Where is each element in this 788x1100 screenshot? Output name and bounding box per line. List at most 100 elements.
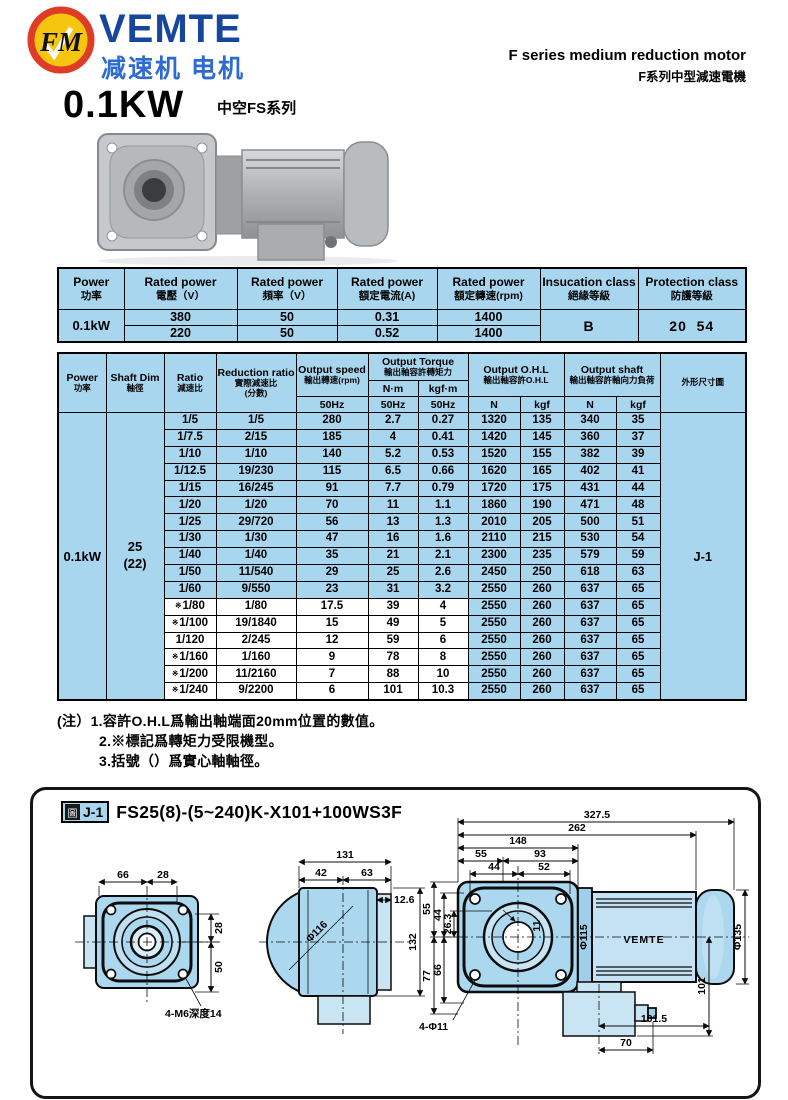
dim-side-width: 131 (336, 849, 354, 861)
table-cell: 48 (615, 496, 661, 515)
header-cn: 功率 (73, 383, 91, 394)
table-cell: 637 (563, 597, 617, 616)
table-row: ※1/160 1/160 9 78 8 2550 260 637 65 (58, 648, 746, 667)
table-cell: ※1/80 (163, 597, 217, 616)
table-cell: 49 (367, 614, 419, 633)
dim-front-h1: 28 (213, 922, 225, 934)
table-cell: ※1/160 (163, 648, 217, 667)
table-cell: 54 (615, 530, 661, 549)
table-row: 1/120 2/245 12 59 6 2550 260 637 65 (58, 631, 746, 650)
table-cell: 20 54 (637, 309, 747, 343)
dim-side-w2: 63 (361, 867, 373, 879)
table-cell: 530 (563, 530, 617, 549)
main-bottom-dims: 101.5 70 (598, 1013, 710, 1054)
ratings-header-row: Power 功率 Rated power 電壓（V） Rated power 頻率（V… (57, 267, 747, 310)
header-cn: 軸徑 (126, 383, 144, 394)
table-cell: 65 (615, 580, 661, 599)
note-line: 3.括號（）爲實心軸軸徑。 (99, 752, 384, 772)
table-cell: 65 (615, 631, 661, 650)
table-cell: 135 (519, 412, 565, 430)
table-cell: 471 (563, 496, 617, 515)
table-row: ※1/240 9/2200 6 101 10.3 2550 260 637 65 (58, 682, 746, 701)
torque-limited-marker: ※ (171, 617, 179, 627)
header-en: Rated power (350, 274, 423, 289)
note-prefix: (注） (57, 713, 91, 729)
unit-kgf: kgf (615, 396, 661, 413)
table-cell: 0.31 (336, 309, 438, 326)
front-dims: 66 28 28 50 4-M6深度14 (98, 869, 225, 1020)
table-row: 1/50 11/540 29 25 2.6 2450 250 618 63 (58, 564, 746, 582)
table-cell: 1/10 (163, 445, 217, 464)
table-cell: 10 (417, 665, 469, 684)
side-view: 131 42 63 12.6 Φ116 132 (259, 849, 425, 1034)
table-cell: 1/40 (163, 547, 217, 566)
table-cell: 5 (417, 614, 469, 633)
torque-limited-marker: ※ (171, 668, 179, 678)
dim-main-flange-dia: Φ115 (578, 924, 590, 950)
table-cell: 637 (563, 665, 617, 684)
col-header-power: Power 功率 (57, 267, 125, 310)
dimension-drawing: 66 28 28 50 4-M6深度14 (75, 809, 749, 1054)
dim-front-offset: 28 (157, 869, 169, 881)
col-header-reduction-ratio: Reduction ratio 實際減速比 (分數) (215, 352, 297, 413)
table-cell: 260 (519, 665, 565, 684)
table-cell: 9 (295, 648, 369, 667)
main-top-dims: 327.5 262 148 55 93 44 52 (457, 809, 735, 894)
header-cn: 輸出轉速(rpm) (304, 375, 360, 386)
table-cell: 29/720 (215, 513, 297, 532)
ratings-table: Power 功率 Rated power 電壓（V） Rated power 頻率（V… (57, 267, 747, 343)
table-cell: 0.41 (417, 428, 469, 447)
dim-main-motor-dia: Φ135 (732, 924, 744, 950)
brand-subtitle: 减速机 电机 (101, 55, 245, 83)
col-header-insulation: Insucation class 絕緣等級 (539, 267, 639, 310)
header-en: Rated power (144, 274, 217, 289)
table-cell: 78 (367, 648, 419, 667)
model-code: FS25(8)-(5~240)K-X101+100WS3F (116, 801, 403, 822)
table-cell: 1/10 (215, 445, 297, 464)
table-cell: 2/245 (215, 631, 297, 650)
table-cell: 205 (519, 513, 565, 532)
speed-50hz: 50Hz (295, 396, 369, 413)
table-cell: 190 (519, 496, 565, 515)
header-en: Output O.H.L (483, 364, 549, 377)
ratings-table-body: 0.1kW 380 50 0.31 1400 B 20 54 220 50 0.52 1400 (57, 309, 747, 343)
table-cell: 37 (615, 428, 661, 447)
table-cell: 51 (615, 513, 661, 532)
dim-main-lh2: 44 (432, 909, 444, 921)
header-en: Ratio (176, 372, 204, 385)
table-cell: 11/540 (215, 564, 297, 582)
brand-name: VEMTE (99, 7, 242, 51)
table-cell: 25 (22) (105, 412, 165, 701)
table-row: 0.1kW 25 (22) 1/5 1/5 280 2.7 0.27 1320 135 340 35… (57, 412, 747, 701)
motor-brand-mark: VEMTE (623, 934, 664, 946)
table-cell: 65 (615, 597, 661, 616)
table-cell: 0.66 (417, 462, 469, 481)
dim-main-gw: 148 (509, 835, 527, 847)
table-cell: 1/30 (163, 530, 217, 549)
table-cell: 4 (367, 428, 419, 447)
main-right-dims: 11 Φ115 Φ135 101 (531, 889, 749, 1037)
brand-logo: FM (27, 6, 95, 74)
table-row: 1/25 29/720 56 13 1.3 2010 205 500 51 (58, 513, 746, 532)
col-header-ratio: Ratio 減速比 (163, 352, 217, 413)
unit-kgf: kgf (519, 396, 565, 413)
header-en: Shaft Dim (110, 372, 160, 385)
drawing-ref-label: J-1 (83, 804, 104, 820)
table-cell: 382 (563, 445, 617, 464)
table-cell: 115 (295, 462, 369, 481)
hollow-shaft-bore (142, 178, 166, 202)
table-cell: 44 (615, 479, 661, 498)
dim-side-w1: 42 (315, 867, 327, 879)
dim-side-step: 12.6 (394, 894, 415, 906)
table-cell: 65 (615, 682, 661, 701)
table-cell: 1.3 (417, 513, 469, 532)
header-en: Output speed (298, 364, 366, 377)
table-cell: 16/245 (215, 479, 297, 498)
header-cn: 頻率（V） (262, 289, 312, 302)
table-cell: 637 (563, 614, 617, 633)
table-cell: 12 (295, 631, 369, 650)
table-cell: 2550 (467, 682, 521, 701)
table-cell: 380 (123, 309, 238, 326)
table-cell: 50 (236, 325, 338, 343)
table-cell: 1400 (436, 325, 541, 343)
